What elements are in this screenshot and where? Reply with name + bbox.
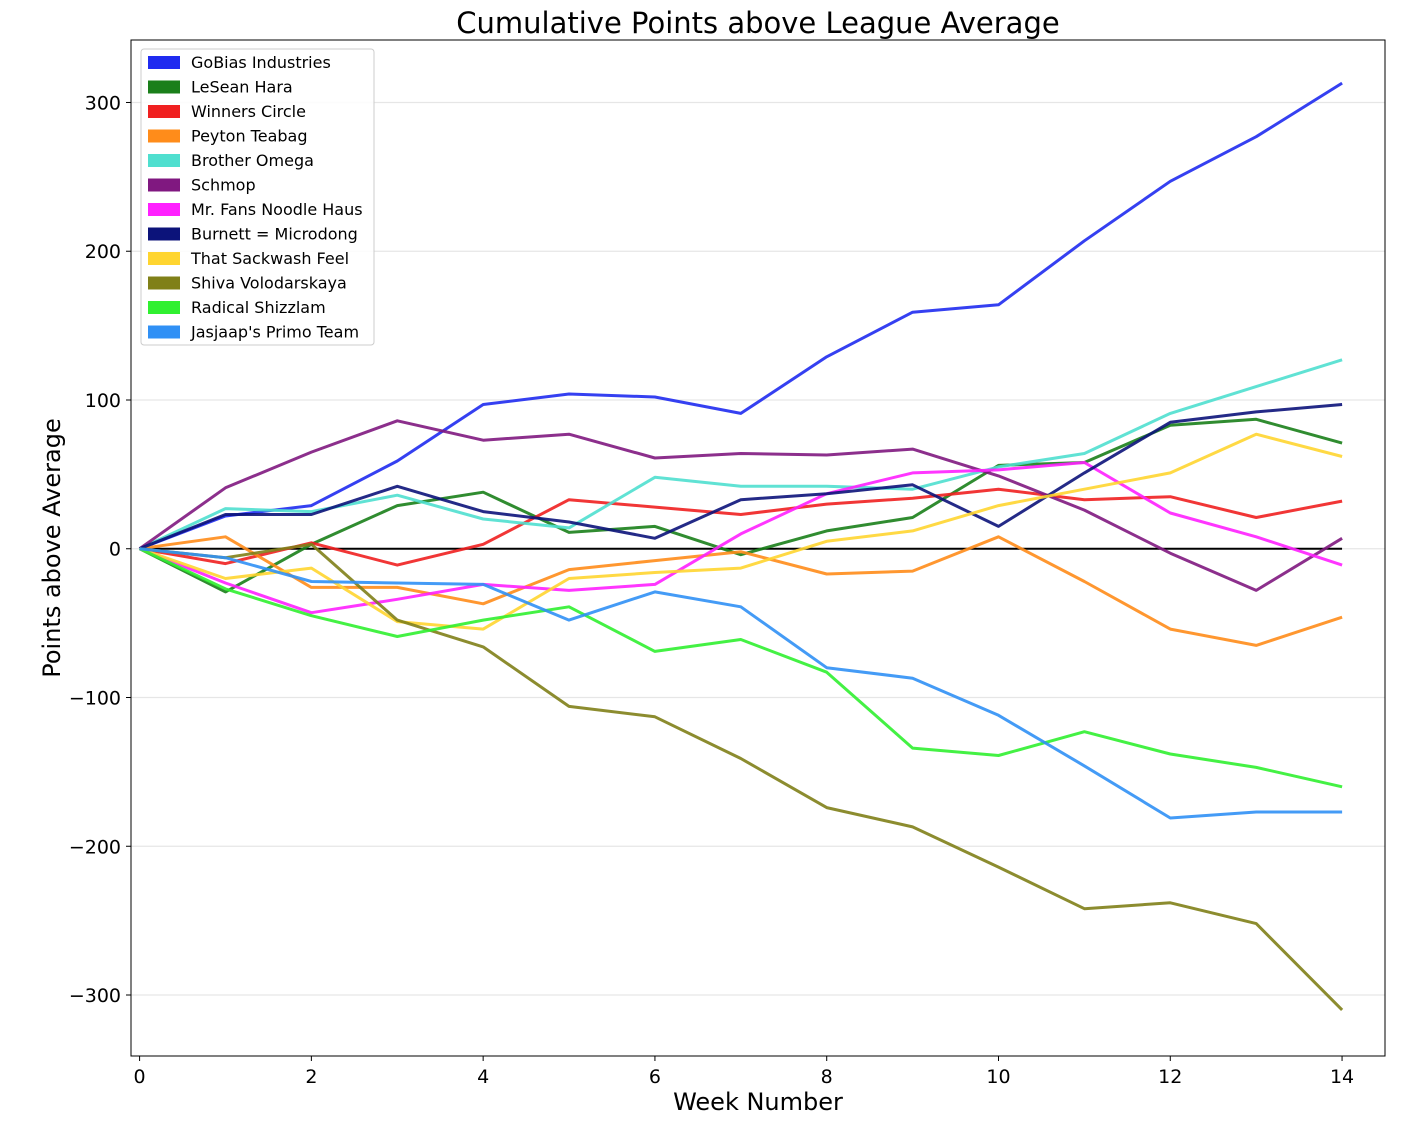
series-line-0 [139, 81, 1343, 551]
y-tick-label: −200 [69, 836, 121, 858]
x-tick-label: 4 [477, 1066, 489, 1088]
legend-swatch [148, 203, 180, 216]
y-tick-label: −100 [69, 687, 121, 709]
legend-entry-label: Schmop [191, 176, 256, 195]
legend-entry-label: Radical Shizzlam [191, 298, 326, 317]
x-tick-label: 14 [1330, 1066, 1354, 1088]
legend-entry-label: Peyton Teabag [191, 127, 308, 146]
y-tick-label: −300 [69, 985, 121, 1007]
legend-swatch [148, 80, 180, 94]
y-tick-label: 0 [109, 539, 121, 561]
y-axis-ticks: −300 −200 −100 0 100 200 300 [69, 92, 131, 1007]
legend-entry-label: Mr. Fans Noodle Haus [191, 200, 363, 219]
legend-entry-label: Shiva Volodarskaya [191, 274, 347, 293]
y-tick-label: 200 [85, 241, 121, 263]
y-tick-label: 300 [85, 92, 121, 114]
legend-swatch [148, 325, 180, 339]
x-axis-ticks: 0 2 4 6 8 10 12 14 [134, 1056, 1354, 1088]
x-tick-label: 12 [1158, 1066, 1182, 1088]
series-line-11 [139, 547, 1343, 820]
legend-swatch [148, 252, 180, 265]
legend-swatch [148, 227, 180, 241]
legend-swatch [148, 129, 180, 143]
legend-swatch [148, 276, 180, 290]
legend-entry-label: LeSean Hara [191, 78, 293, 97]
plot-frame [130, 39, 1386, 1057]
y-axis-label: Points above Average [38, 418, 66, 678]
legend-swatch [148, 105, 180, 118]
legend-entry-label: That Sackwash Feel [190, 249, 349, 268]
legend-entry-label: Winners Circle [191, 102, 306, 121]
x-tick-label: 0 [134, 1066, 146, 1088]
legend-entry-label: Burnett = Microdong [191, 225, 358, 244]
legend-swatch [148, 56, 180, 69]
x-axis-label: Week Number [673, 1088, 843, 1116]
x-tick-label: 10 [986, 1066, 1010, 1088]
series-line-1 [138, 417, 1343, 594]
series-line-7 [139, 403, 1343, 551]
chart-title: Cumulative Points above League Average [456, 6, 1059, 40]
series-line-9 [139, 542, 1344, 1011]
legend-swatch [148, 154, 180, 167]
legend: GoBias Industries LeSean Hara Winners Circ… [140, 48, 375, 346]
legend-swatch [148, 301, 180, 314]
series-line-10 [138, 547, 1343, 789]
series-lines [138, 81, 1344, 1011]
y-tick-label: 100 [85, 390, 121, 412]
x-tick-label: 8 [821, 1066, 833, 1088]
x-tick-label: 2 [305, 1066, 317, 1088]
legend-entry-label: GoBias Industries [191, 53, 331, 72]
legend-entry-label: Brother Omega [191, 151, 314, 170]
series-line-5 [138, 419, 1343, 592]
series-line-8 [139, 432, 1343, 631]
series-line-6 [139, 461, 1343, 615]
legend-entry-label: Jasjaap's Primo Team [190, 323, 359, 342]
legend-box [140, 48, 375, 346]
x-tick-label: 6 [649, 1066, 661, 1088]
legend-swatch [148, 178, 180, 192]
